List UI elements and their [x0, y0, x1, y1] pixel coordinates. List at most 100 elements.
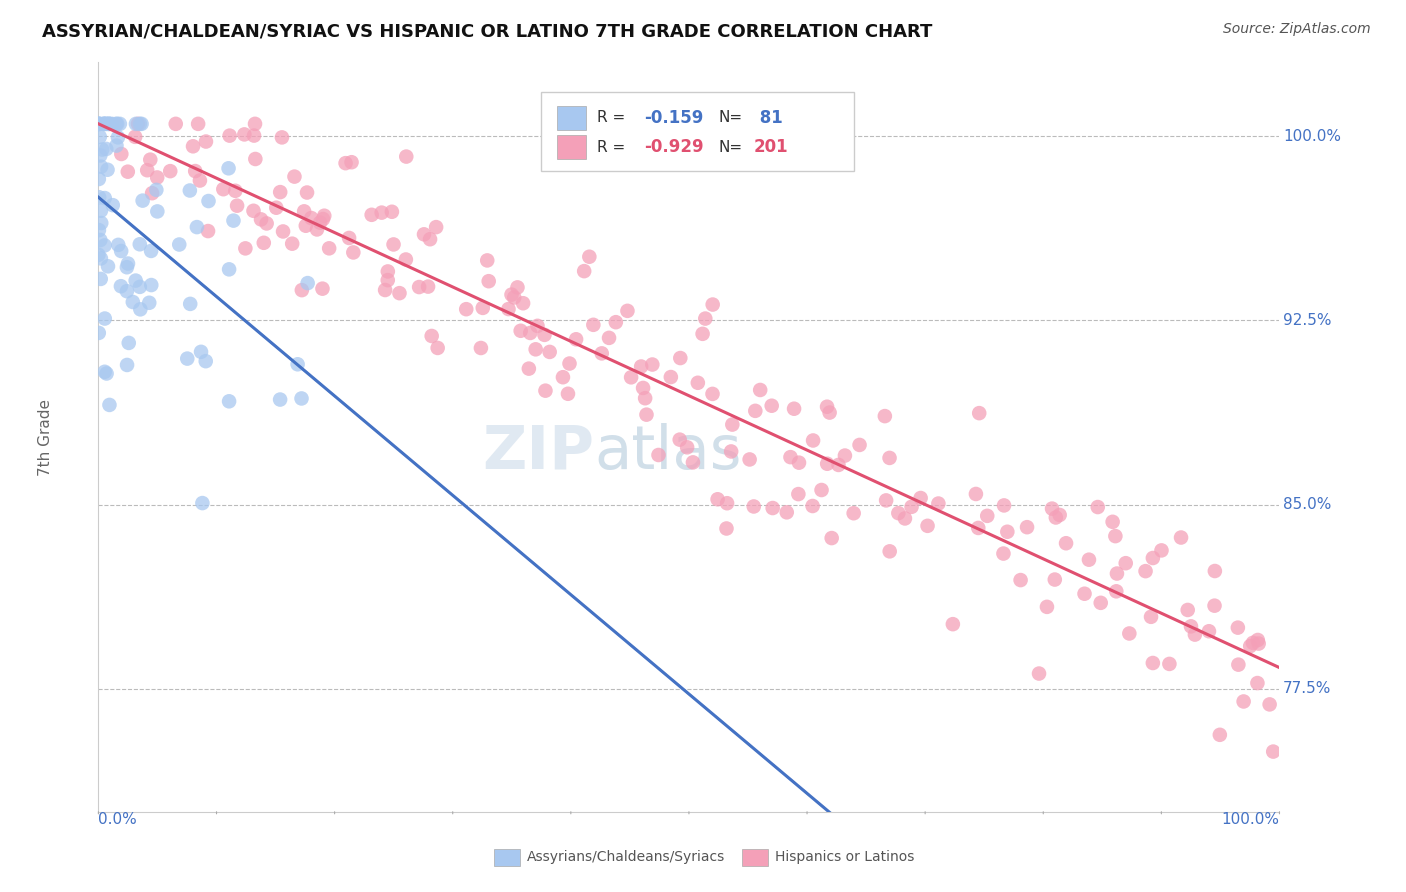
Text: 100.0%: 100.0% [1284, 128, 1341, 144]
Point [128, 237, 150, 252]
Point [1105, 566, 1128, 581]
Point [98, 398, 121, 412]
Point [647, 448, 669, 462]
Point [271, 130, 294, 145]
Point [631, 381, 654, 395]
Point [115, 284, 138, 298]
Point [695, 311, 717, 326]
Point [942, 617, 965, 632]
Point [416, 279, 439, 293]
Point [90, 216, 112, 230]
Point [1204, 564, 1226, 578]
Point [413, 227, 436, 242]
Point [827, 458, 849, 472]
Point [107, 238, 129, 252]
Point [420, 329, 443, 343]
Point [146, 204, 169, 219]
Point [181, 139, 204, 153]
Point [668, 433, 690, 447]
Point [503, 290, 526, 304]
Point [821, 531, 844, 545]
FancyBboxPatch shape [557, 105, 586, 129]
Point [94, 311, 117, 326]
Point [89, 148, 111, 162]
Point [582, 318, 605, 332]
Text: 7th Grade: 7th Grade [38, 399, 53, 475]
Point [179, 297, 201, 311]
Text: R =: R = [596, 140, 630, 155]
Point [89, 129, 111, 144]
Point [744, 404, 766, 418]
Point [967, 521, 990, 535]
Point [93, 117, 115, 131]
Text: Assyrians/Chaldeans/Syriacs: Assyrians/Chaldeans/Syriacs [527, 850, 725, 863]
Point [253, 235, 276, 250]
Point [299, 211, 322, 225]
Point [90, 272, 112, 286]
Point [117, 164, 139, 178]
Point [118, 335, 141, 350]
Point [1227, 657, 1250, 672]
Point [167, 237, 190, 252]
Text: Hispanics or Latinos: Hispanics or Latinos [775, 850, 914, 863]
Point [810, 483, 832, 497]
Point [96, 367, 118, 381]
Point [1036, 599, 1059, 614]
Point [738, 452, 761, 467]
Point [692, 326, 714, 341]
Point [312, 212, 335, 227]
Point [139, 153, 162, 167]
Point [188, 173, 211, 187]
Point [89, 117, 111, 131]
Point [105, 117, 128, 131]
Text: ZIP: ZIP [482, 423, 595, 482]
Point [669, 351, 692, 365]
Point [314, 209, 336, 223]
Point [524, 343, 547, 357]
Point [256, 216, 278, 230]
Point [305, 222, 328, 236]
Point [842, 506, 865, 520]
Point [283, 169, 305, 184]
Point [419, 232, 441, 246]
Point [124, 274, 146, 288]
Point [605, 315, 627, 329]
Point [281, 236, 304, 251]
Point [787, 487, 810, 501]
Point [1263, 745, 1285, 759]
Point [1184, 627, 1206, 641]
Point [620, 370, 643, 384]
Point [194, 354, 217, 368]
Point [1247, 632, 1270, 647]
Point [165, 117, 187, 131]
Point [815, 400, 838, 414]
Point [222, 213, 245, 227]
Point [146, 170, 169, 185]
Point [927, 497, 949, 511]
Point [100, 117, 122, 131]
Point [101, 198, 124, 212]
Point [776, 505, 799, 519]
Point [976, 508, 998, 523]
Point [558, 357, 581, 371]
Point [720, 444, 742, 458]
Point [1246, 676, 1268, 690]
Point [212, 182, 235, 196]
Point [128, 117, 150, 131]
Point [91, 143, 114, 157]
Point [191, 496, 214, 510]
Point [887, 506, 910, 520]
Point [108, 117, 131, 131]
FancyBboxPatch shape [557, 136, 586, 160]
Point [90, 160, 112, 174]
Point [894, 511, 917, 525]
Point [342, 245, 364, 260]
Point [1204, 599, 1226, 613]
Point [1247, 636, 1270, 650]
Point [96, 142, 118, 156]
Point [124, 129, 146, 144]
Point [291, 283, 314, 297]
Point [470, 341, 492, 355]
Point [1239, 639, 1261, 653]
Point [533, 327, 555, 342]
